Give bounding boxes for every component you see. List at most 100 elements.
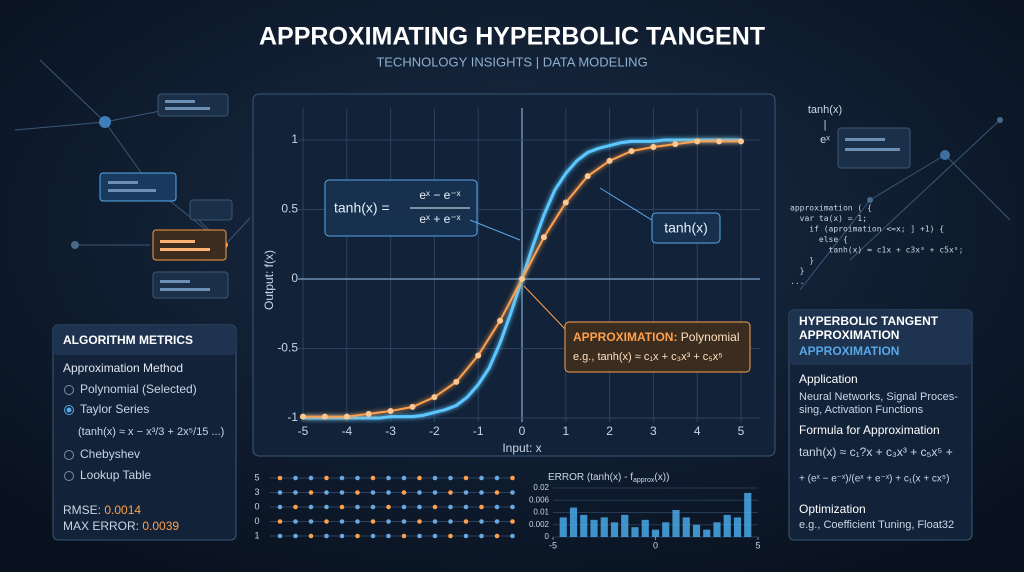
data-point [738,138,744,145]
bar [713,522,721,537]
body-text: e.g., Coefficient Tuning, Float32 [799,519,954,531]
dot [432,475,438,481]
data-point [562,199,569,206]
dot [386,490,391,495]
y-axis-label: Output: f(x) [262,250,276,310]
section-title: Formula for Approximation [799,423,940,437]
code-line: approximation ( { [790,204,872,213]
x-tick-label: -4 [341,424,352,438]
metric-label: RMSE: [63,503,101,517]
chart-title: (x)) [654,472,669,483]
formula: tanh(x) ≈ c₁?x + c₃x³ + c₅x⁵ + [799,445,953,459]
legend-label: APPROXIMATION: [573,330,677,344]
arrow [599,187,656,223]
x-tick-label: 3 [650,424,657,438]
y-tick-label: 0 [545,532,550,541]
bar [641,519,649,537]
x-tick-label: 0 [519,424,526,438]
formula: (tanh(x) ≈ x − x³/3 + 2x⁵/15 ...) [78,426,224,438]
dot [308,475,314,481]
dot [510,490,515,495]
network-nodes [71,116,1003,249]
x-tick-label: -5 [298,424,309,438]
data-point [365,410,372,417]
dot [479,533,484,539]
panel-title: ALGORITHM METRICS [63,333,193,347]
bar [569,507,578,537]
dot [339,490,345,495]
formula: + (eˣ − e⁻ˣ)/(eˣ + e⁻ˣ) + c₁(x + cx⁵) [799,474,949,485]
y-tick-label: 0.002 [529,520,550,529]
info-header [789,310,972,365]
dot [386,475,391,481]
dot [370,519,376,524]
x-tick-label: -2 [429,424,440,438]
panel-title: HYPERBOLIC TANGENT [799,314,939,328]
dot [308,490,314,495]
dot [510,504,515,510]
dot [479,490,484,495]
dot [370,504,376,510]
data-point [409,403,416,410]
bar [610,522,619,537]
x-axis-label: Input: x [502,441,541,455]
dot [479,504,484,510]
panel-subtitle: APPROXIMATION [799,344,899,358]
legend-label: tanh(x) [664,220,708,236]
metric-value: 0.0039 [142,519,179,533]
x-tick-label: 5 [755,540,760,550]
data-point [650,143,657,150]
data-point [584,173,591,180]
chart-title: ERROR (tanh(x) - fapprox(x)) [548,472,669,484]
dot [386,504,391,510]
dot [448,490,453,495]
network-boxes [99,93,911,299]
code-line: ... [790,277,804,286]
dot [386,533,391,539]
dot [417,519,422,524]
data-point [343,413,350,420]
row-label: 1 [254,530,259,540]
dot [324,475,329,481]
x-tick-label: 2 [606,424,613,438]
dot [417,504,422,510]
x-tick-label: 1 [562,424,569,438]
data-point [519,276,525,282]
dot [308,504,314,510]
dot [324,533,329,539]
legend-box [564,321,751,373]
row-label: 5 [254,472,259,482]
bar [672,510,680,537]
dot [432,533,438,539]
section-title: Application [799,372,858,386]
bar [682,517,690,537]
metric-value: 0.0014 [104,503,141,517]
dot [277,490,283,495]
dot [401,504,407,510]
dot [339,475,345,481]
option-label: Chebyshev [80,447,140,461]
dot [448,519,453,524]
option-label: Lookup Table [80,468,152,482]
row-label: 3 [254,487,259,497]
dot [355,533,360,539]
dot [510,533,515,539]
legend-box [651,212,721,244]
dot [370,475,376,481]
bar [590,519,598,537]
y-tick-label: 0.5 [281,202,298,216]
dot [494,519,500,524]
arrow [469,219,521,241]
formula: eˣ + e⁻ˣ [419,212,460,226]
y-tick-label: 0 [291,271,298,285]
dot [417,490,422,495]
section-title: Approximation Method [63,361,183,375]
data-point [321,413,328,420]
dot [293,504,298,510]
data-point [606,157,613,164]
dot [494,504,500,510]
y-tick-label: -1 [287,410,298,424]
metric-label: MAX ERROR: [63,519,139,533]
x-tick-label: -3 [385,424,396,438]
dot [494,533,500,539]
